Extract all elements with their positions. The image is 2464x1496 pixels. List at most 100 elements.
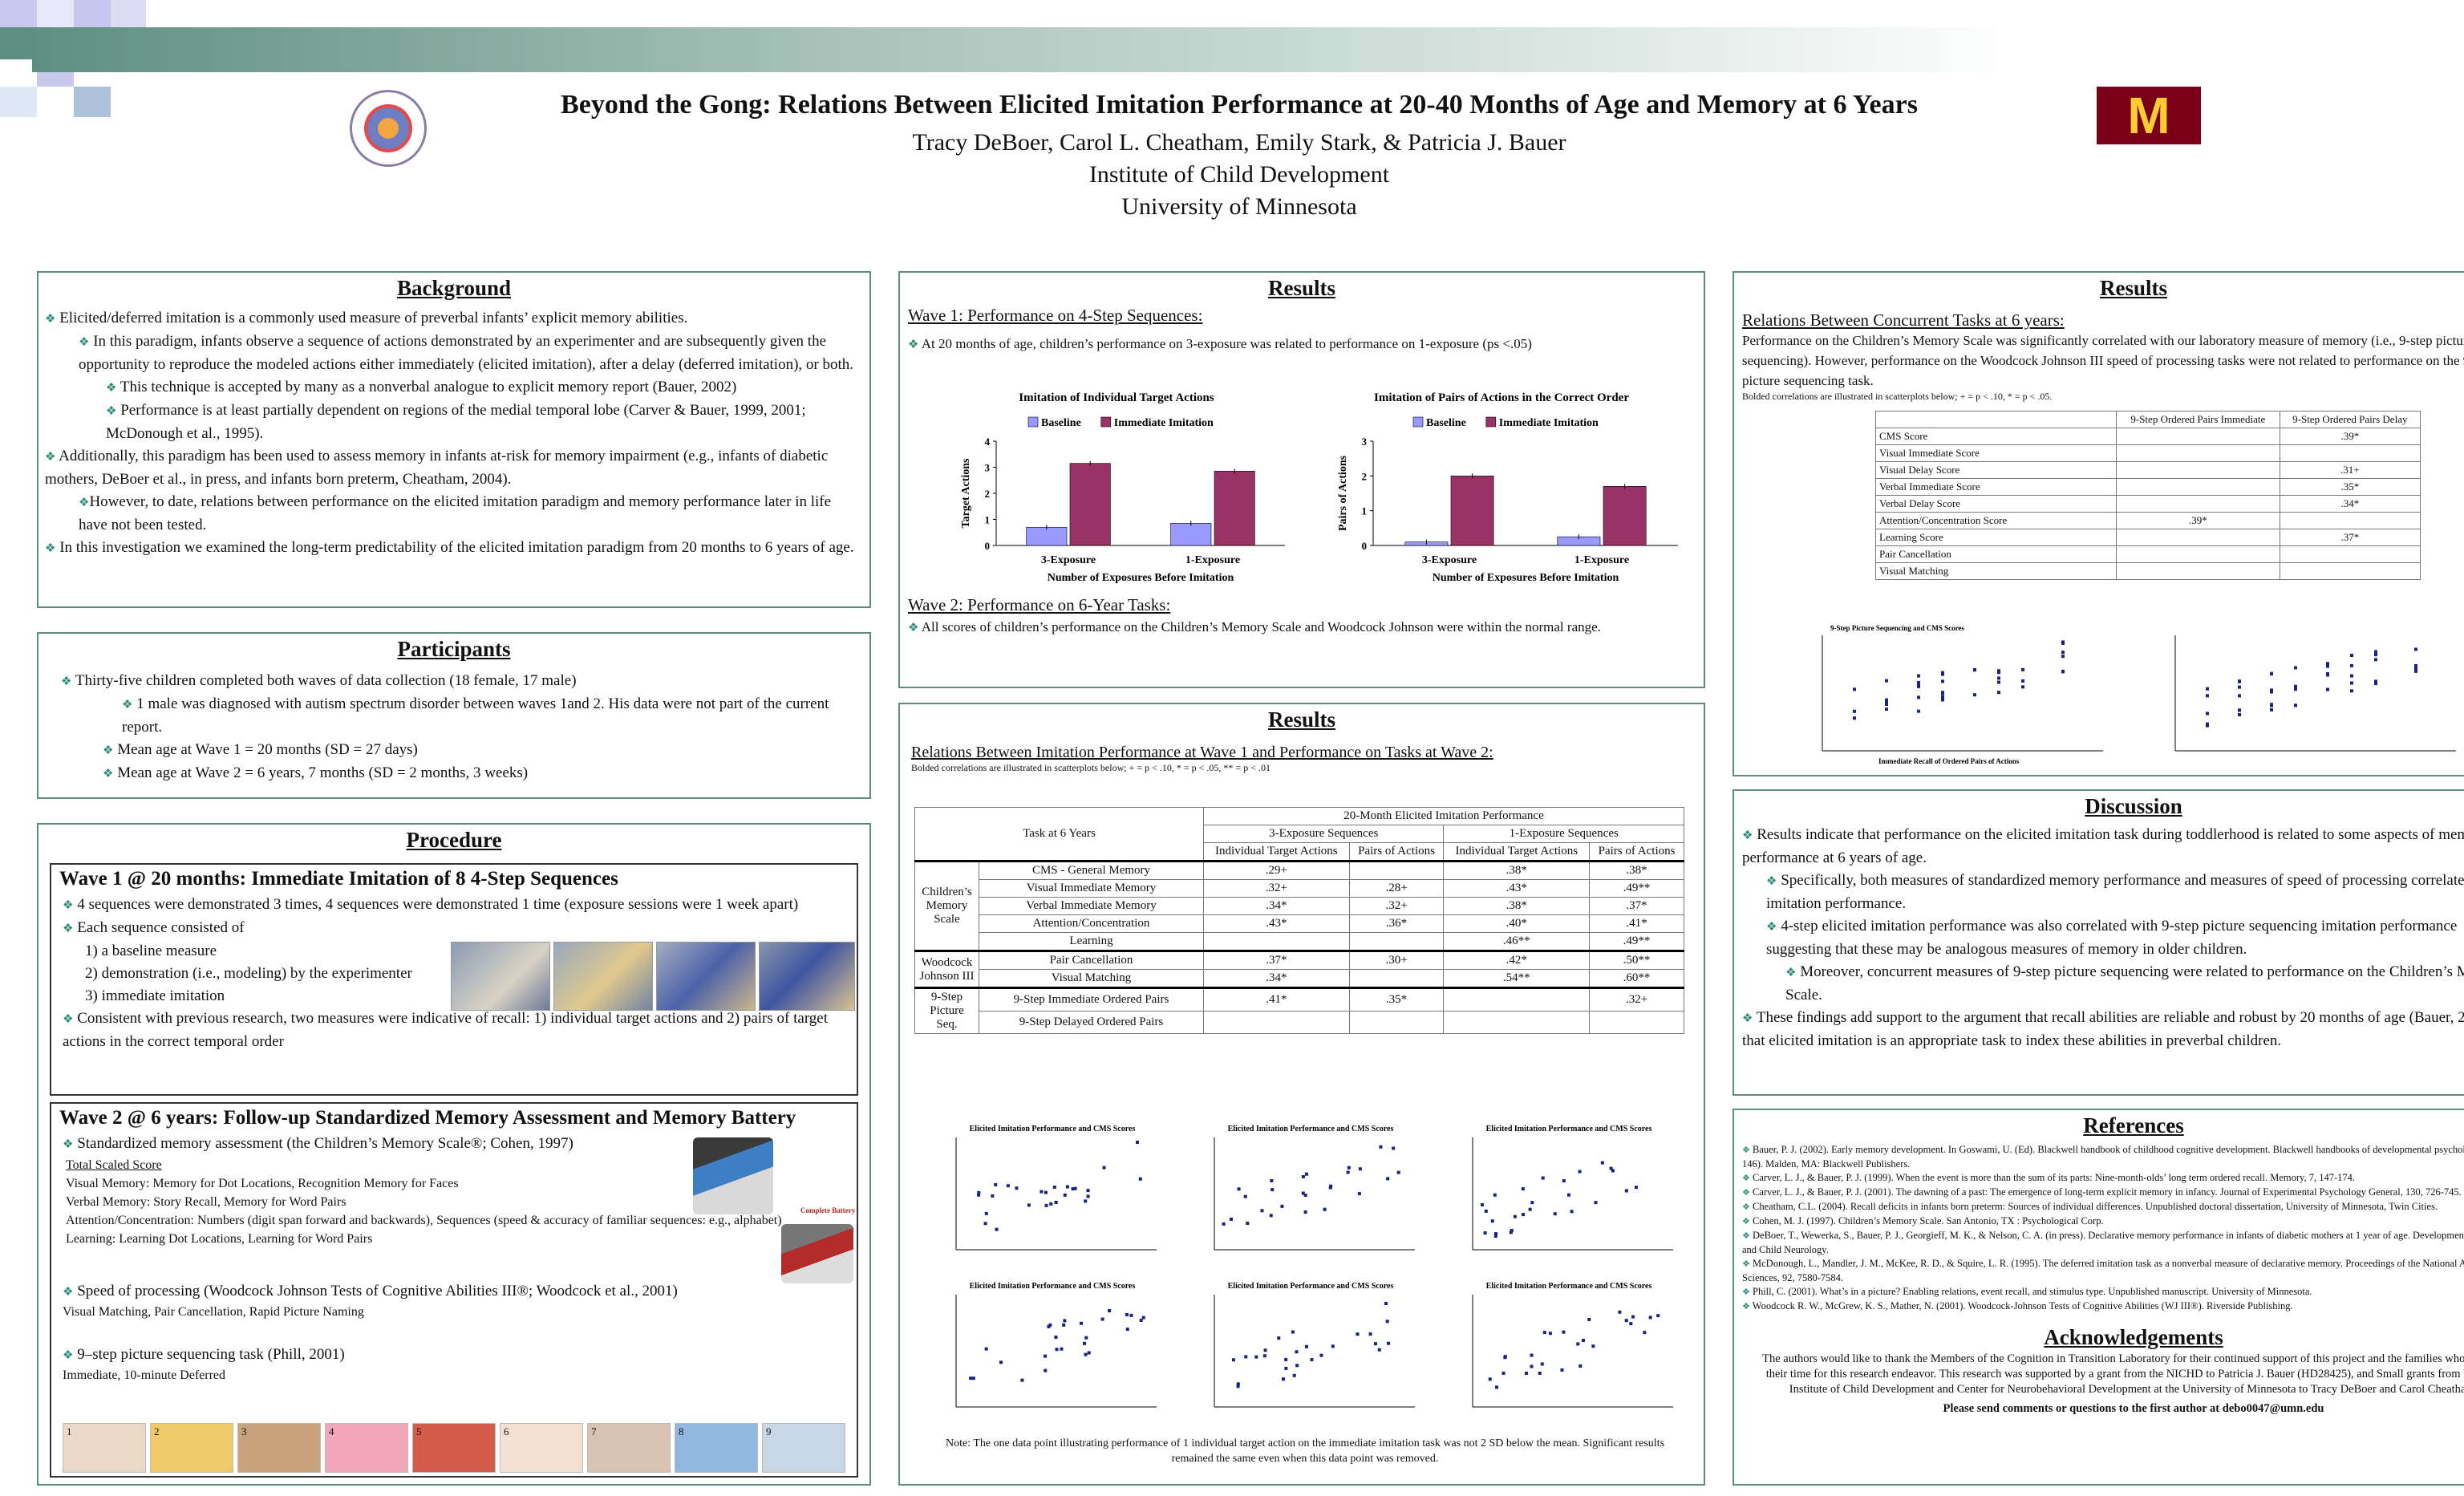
scatter-point <box>1086 1189 1090 1193</box>
list-item: 1) a baseline measure <box>85 943 217 959</box>
sequence-step-image: 2 <box>150 1423 233 1473</box>
value-cell <box>2116 478 2280 496</box>
legend-label: Immediate Imitation <box>1499 417 1599 429</box>
value-cell <box>2279 562 2421 580</box>
scatter-point <box>1231 1358 1235 1362</box>
value-cell: .35* <box>2279 478 2421 496</box>
value-cell: .54** <box>1443 969 1591 988</box>
scatter-point <box>2206 687 2209 691</box>
scatter-point <box>1087 1351 1091 1355</box>
scatter-point <box>1284 1366 1288 1370</box>
scatter-point <box>1656 1314 1660 1318</box>
step-number: 9 <box>766 1425 772 1437</box>
y-axis-label: Target Actions <box>960 458 972 529</box>
scatter-point <box>995 1227 999 1231</box>
bullet: ❖ In this paradigm, infants observe a se… <box>79 333 854 373</box>
sequence-step-image: 8 <box>675 1423 758 1473</box>
scatter-point <box>1941 691 1944 695</box>
scatterplot: Elicited Imitation Performance and CMS S… <box>955 1282 1157 1408</box>
task-cell: Verbal Immediate Memory <box>979 897 1204 915</box>
scatter-point <box>1562 1330 1566 1334</box>
y-tick-label: 0 <box>985 540 991 552</box>
bullet: ❖ Moreover, concurrent measures of 9-ste… <box>1785 963 2464 1003</box>
y-tick-label: 3 <box>985 462 991 474</box>
scatter-point <box>1490 1219 1494 1223</box>
sequence-photo <box>656 942 756 1011</box>
university: University of Minnesota <box>1121 193 1357 220</box>
scatter-point <box>2238 708 2241 712</box>
scatter-point <box>1917 684 1920 688</box>
scatter-point <box>1277 1336 1281 1340</box>
scatter-point <box>1885 698 1888 702</box>
value-cell <box>2279 512 2421 529</box>
step-number: 4 <box>329 1425 334 1437</box>
table-header: Individual Target Actions <box>1203 842 1350 862</box>
scatter-point <box>1080 1321 1084 1325</box>
scatter-point <box>1609 1166 1613 1170</box>
scatter-point <box>1368 1332 1372 1336</box>
value-cell <box>1203 1011 1350 1034</box>
bullet: ❖ All scores of children’s performance o… <box>908 619 1601 634</box>
task-cell: Pair Cancellation <box>979 950 1204 970</box>
correlation-subheading: Relations Between Imitation Performance … <box>911 744 1493 761</box>
reference-item: ❖ McDonough, L., Mandler, J. M., McKee, … <box>1742 1258 2464 1283</box>
scatter-point <box>1997 691 2000 695</box>
scatter-point <box>2350 689 2353 693</box>
scatter-point <box>1917 709 1920 713</box>
scatter-point <box>2270 707 2273 712</box>
scatter-point <box>1377 1348 1381 1352</box>
value-cell: .34* <box>2279 495 2421 513</box>
scatter-point <box>1044 1203 1048 1207</box>
sequence-step-image: 7 <box>587 1423 671 1473</box>
panel-heading: Procedure <box>406 828 502 852</box>
task-cell: Visual Immediate Memory <box>979 879 1204 898</box>
task-cell: Learning Score <box>1875 529 2117 546</box>
panel-heading: Discussion <box>2085 794 2182 818</box>
scatter-point <box>1503 1356 1507 1360</box>
value-cell: .28+ <box>1348 879 1445 898</box>
picture-sequence-strip: 1 2 3 4 5 6 7 8 9 <box>63 1423 849 1474</box>
scatter-point <box>1917 674 1920 678</box>
scatter-point <box>1108 1309 1112 1313</box>
scatter-point <box>2294 703 2297 707</box>
bullet: ❖ 4-step elicited imitation performance … <box>1766 918 2458 958</box>
chart-title: Imitation of Individual Target Actions <box>1019 391 1214 404</box>
bullet: ❖ 4 sequences were demonstrated 3 times,… <box>63 896 799 913</box>
scatter-point <box>1513 1214 1517 1218</box>
bullet: ❖ Additionally, this paradigm has been u… <box>45 448 829 488</box>
scatter-point <box>1566 1193 1570 1197</box>
table-row: Learning Score .37* <box>1875 529 2421 546</box>
scatter-point <box>1885 700 1888 704</box>
scatter-point <box>2374 679 2377 683</box>
scatter-point <box>1885 702 1888 706</box>
table-row: Verbal Delay Score .34* <box>1875 495 2421 513</box>
value-cell <box>2279 444 2421 462</box>
scatter-point <box>1385 1320 1389 1324</box>
scatter-point <box>1373 1342 1377 1346</box>
scatter-point <box>2414 666 2417 670</box>
x-tick-label: 1-Exposure <box>1185 554 1240 566</box>
scatter-point <box>2021 679 2024 683</box>
scatter-point <box>1100 1317 1104 1321</box>
scatter-point <box>1303 1210 1307 1214</box>
scatter-title: Elicited Imitation Performance and CMS S… <box>1486 1125 1652 1133</box>
value-cell: .40* <box>1443 914 1591 933</box>
correlation-table: Task at 6 Years 20-Month Elicited Imitati… <box>914 807 1684 1034</box>
scatter-point <box>1493 1193 1497 1197</box>
scatter-point <box>2414 669 2417 673</box>
value-cell <box>2116 545 2280 563</box>
scatter-title: 9-Step Picture Sequencing and CMS Scores <box>1830 624 1964 632</box>
sequence-step-image: 9 <box>762 1423 845 1473</box>
scatter-point <box>984 1347 988 1351</box>
reference-item: ❖ Bauer, P. J. (2002). Early memory deve… <box>1742 1144 2464 1170</box>
decor-square <box>0 0 37 27</box>
x-tick-label: 3-Exposure <box>1422 554 1477 566</box>
scatter-point <box>1521 1187 1525 1191</box>
table-header: 3-Exposure Sequences <box>1202 825 1445 843</box>
table-header: 9-Step Ordered Pairs Delay <box>2279 411 2421 428</box>
scatter-point <box>2350 654 2353 658</box>
value-cell: .30+ <box>1348 950 1445 970</box>
legend-label: Immediate Imitation <box>1114 417 1214 429</box>
scatter-point <box>971 1376 975 1380</box>
value-cell: .50** <box>1589 950 1684 970</box>
